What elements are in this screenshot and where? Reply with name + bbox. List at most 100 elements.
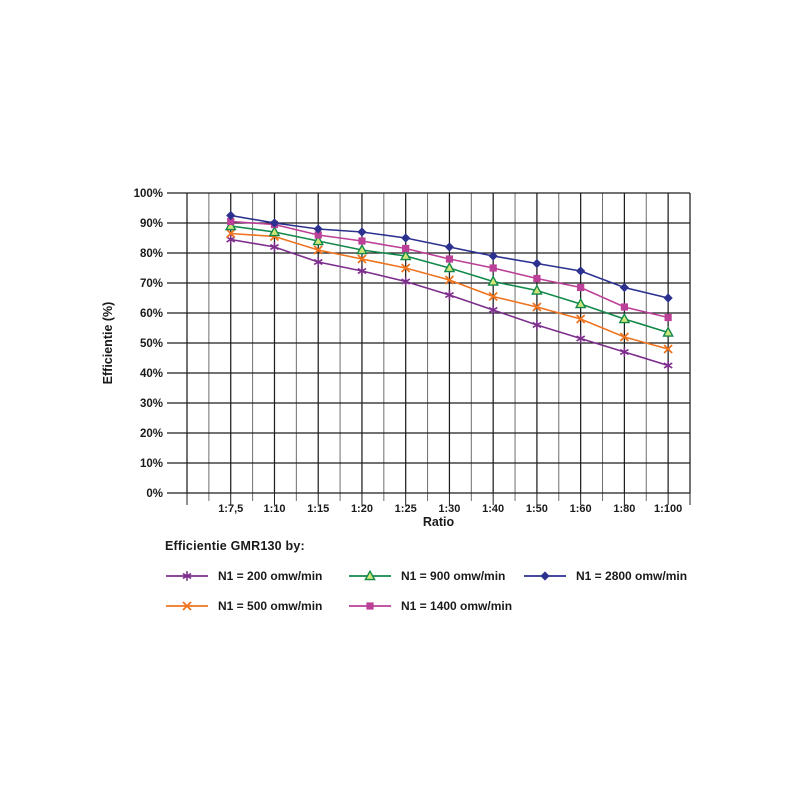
data-point-marker-asterisk [444,290,454,300]
legend-label: N1 = 2800 omw/min [576,568,688,583]
y-tick-label: 60% [140,308,163,320]
data-point-marker-x [619,332,630,342]
legend-marker-square-icon [349,601,391,610]
data-point-marker-triangle [574,297,587,309]
y-axis: 0% 10% 20% 30% 40% 50% 60% 70% 80% 90% 100% [134,188,187,500]
data-point-marker-diamond [313,224,323,234]
data-point-marker-square [577,283,585,292]
data-point-marker-asterisk [269,242,279,252]
data-point-marker-asterisk [226,234,236,245]
data-point-marker-asterisk [313,257,323,267]
data-point-marker-triangle [618,312,631,324]
data-point-marker-diamond [619,282,629,293]
data-point-marker-triangle [443,261,456,273]
data-point-marker-x [532,302,542,312]
data-point-marker-asterisk [663,360,673,371]
series-n1-500-omw-min [226,228,673,354]
y-tick-label: 20% [140,428,163,440]
legend-label: N1 = 900 omw/min [401,568,506,583]
legend-item-n1-2800-omw-min: N1 = 2800 omw/min [523,567,687,584]
data-point-marker-triangle [356,243,368,255]
data-point-marker-x [182,600,192,611]
data-point-marker-x [401,263,411,273]
data-point-marker-square [366,601,374,610]
data-point-marker-square [358,237,366,245]
data-point-marker-asterisk [532,320,542,330]
data-point-marker-square [402,244,410,253]
y-tick-label: 0% [146,488,163,500]
data-point-marker-asterisk [576,333,586,344]
data-point-marker-square [664,313,672,322]
x-tick-label: 1:80 [613,503,635,515]
x-axis: 1:7,5 1:10 1:15 1:20 1:25 1:30 1:40 1:50 1:60 1:8… [218,503,682,529]
x-tick-label: 1:20 [351,503,373,515]
data-point-marker-square [227,217,235,226]
data-point-marker-asterisk [357,266,367,276]
data-point-marker-x [488,291,498,302]
legend-marker-diamond-icon [524,570,566,581]
legend-label: N1 = 200 omw/min [218,568,323,583]
x-tick-label: 1:30 [438,503,460,515]
data-point-marker-square [620,303,628,311]
data-point-marker-diamond [401,233,411,243]
x-tick-label: 1:100 [654,503,682,515]
data-point-marker-diamond [663,293,673,303]
data-point-marker-triangle [364,569,376,580]
legend-marker-triangle-icon [349,569,391,580]
legend-marker-asterisk-icon [166,570,208,581]
data-point-marker-diamond [444,242,455,252]
legend-item-n1-900-omw-min: N1 = 900 omw/min [348,567,505,584]
x-tick-label: 1:25 [395,503,417,515]
legend-marker-x-icon [166,600,208,611]
x-tick-label: 1:7,5 [218,503,243,515]
data-point-marker-triangle [399,249,412,261]
x-axis-title: Ratio [423,515,455,529]
data-point-marker-x [357,254,367,264]
data-point-marker-square [489,264,497,272]
y-tick-label: 80% [140,248,163,260]
x-tick-label: 1:60 [570,503,592,515]
y-tick-label: 90% [140,218,163,230]
x-tick-label: 1:40 [482,503,504,515]
data-point-marker-triangle [224,219,237,231]
data-point-marker-x [444,275,455,285]
y-tick-label: 50% [140,338,163,350]
data-point-marker-x [663,344,673,354]
y-tick-label: 40% [140,368,163,380]
legend-label: N1 = 500 omw/min [218,598,323,613]
data-point-marker-diamond [357,227,367,237]
y-tick-label: 30% [140,398,163,410]
efficiency-line-chart: 0%10%20%30%40%50%60%70%80%90%100%1:7,5 1:… [101,188,691,529]
series-n1-200-omw-min [226,234,673,371]
data-point-marker-asterisk [488,305,498,315]
x-tick-label: 1:50 [526,503,548,515]
data-point-marker-square [314,231,322,239]
data-point-marker-asterisk [401,276,411,287]
y-axis-title: Efficientie (%) [101,302,115,385]
series-n1-2800-omw-min [226,210,673,303]
data-point-marker-x [226,228,236,239]
data-point-marker-diamond [532,258,542,269]
data-point-marker-diamond [269,218,280,228]
data-point-marker-triangle [662,326,674,337]
data-point-marker-diamond [540,570,550,581]
x-tick-label: 1:10 [263,503,285,515]
series-n1-900-omw-min [224,219,674,337]
y-tick-label: 100% [134,188,163,200]
data-point-marker-x [313,245,323,255]
legend-item-n1-500-omw-min: N1 = 500 omw/min [165,597,322,614]
data-point-marker-triangle [312,234,324,246]
legend-label: N1 = 1400 omw/min [401,598,513,613]
data-point-marker-asterisk [182,570,192,581]
data-point-marker-diamond [488,251,498,261]
data-point-marker-asterisk [619,347,629,357]
legend-item-n1-200-omw-min: N1 = 200 omw/min [165,567,322,584]
data-point-marker-triangle [531,284,543,295]
x-tick-label: 1:15 [307,503,329,515]
data-point-marker-square [533,274,541,283]
data-point-marker-diamond [576,266,586,276]
y-tick-label: 10% [140,458,163,470]
data-point-marker-triangle [268,225,281,237]
data-point-marker-square [445,255,454,263]
